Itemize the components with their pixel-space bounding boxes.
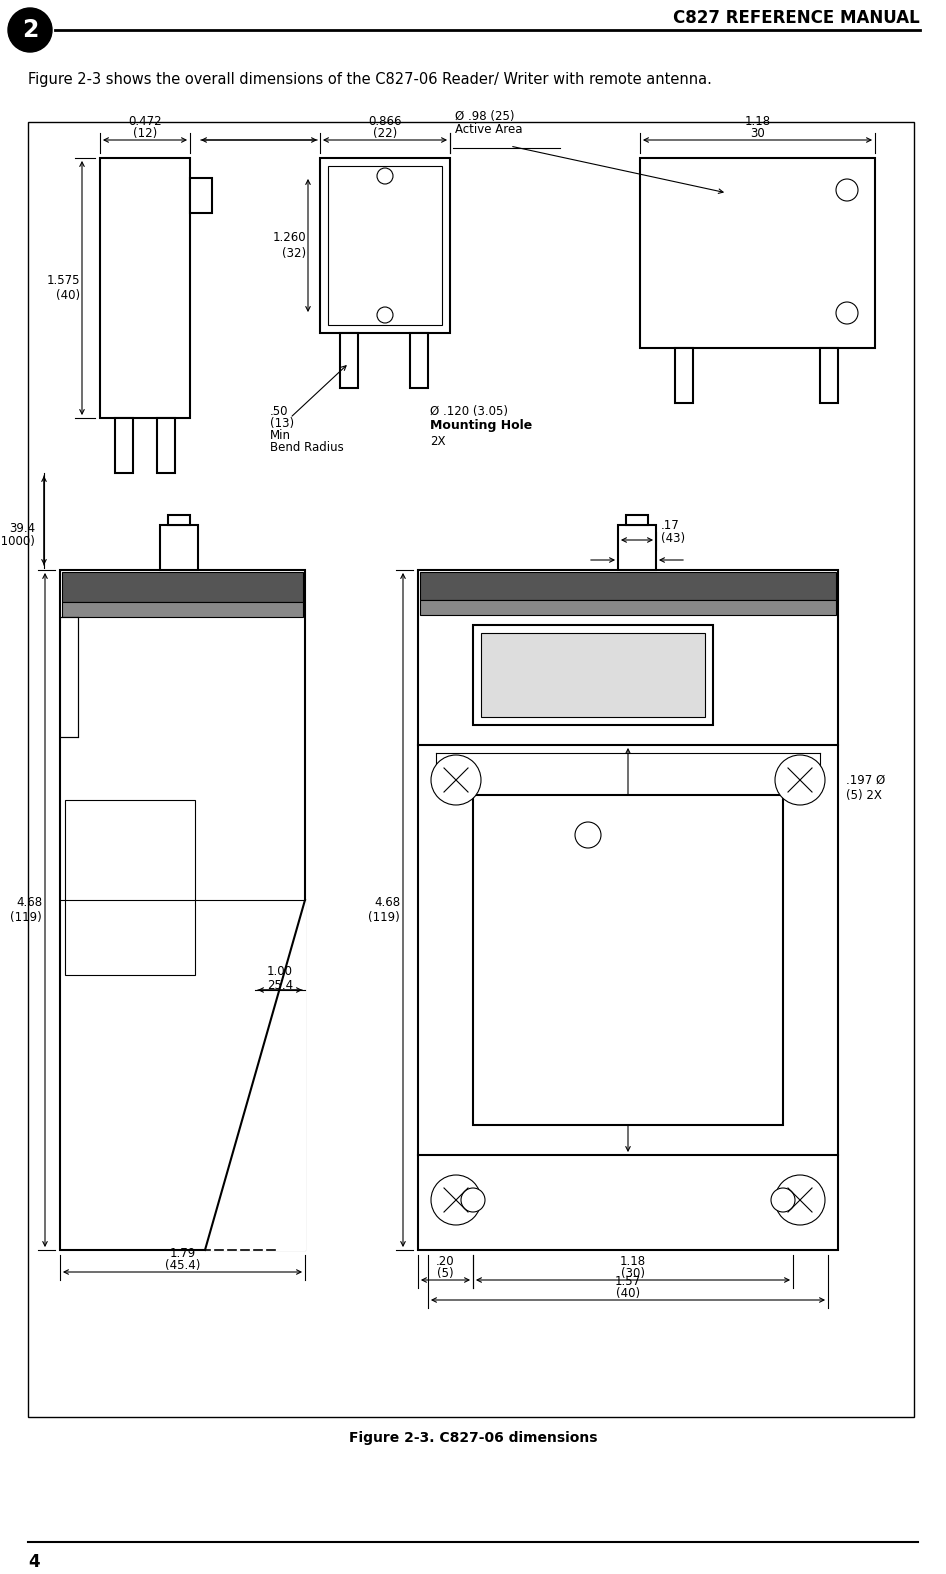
Circle shape (771, 1188, 795, 1212)
Text: (40): (40) (616, 1288, 640, 1300)
Text: 30: 30 (750, 127, 765, 140)
Text: Figure 2-3 shows the overall dimensions of the C827-06 Reader/ Writer with remot: Figure 2-3 shows the overall dimensions … (28, 72, 712, 87)
Bar (190, 178, 212, 212)
Text: 1.00: 1.00 (267, 965, 293, 977)
Text: 4.68: 4.68 (16, 896, 42, 908)
Bar (820, 348, 838, 403)
Text: .20: .20 (436, 1254, 454, 1269)
Text: (1000): (1000) (0, 535, 35, 548)
Text: (119): (119) (368, 911, 400, 924)
Bar (340, 334, 358, 389)
Text: .17: .17 (661, 519, 680, 532)
Bar (481, 633, 705, 718)
Bar (100, 157, 190, 419)
Bar (157, 419, 175, 474)
Text: 2: 2 (22, 17, 38, 42)
Circle shape (431, 1176, 481, 1225)
Bar (473, 625, 713, 726)
Circle shape (461, 1188, 485, 1212)
Bar (115, 419, 133, 474)
Text: C827 REFERENCE MANUAL: C827 REFERENCE MANUAL (674, 9, 920, 27)
Text: Active Area: Active Area (455, 123, 522, 135)
Bar (28, 123, 914, 1417)
Text: .197 Ø: .197 Ø (846, 773, 885, 787)
Text: (32): (32) (282, 247, 306, 260)
Text: 25.4: 25.4 (267, 979, 293, 992)
Text: Mounting Hole: Mounting Hole (430, 419, 533, 431)
Text: (45.4): (45.4) (165, 1259, 201, 1272)
Text: .50: .50 (270, 405, 289, 419)
Text: (13): (13) (270, 417, 294, 430)
Text: (22): (22) (373, 127, 397, 140)
Bar (65, 800, 195, 974)
Bar (60, 570, 305, 1250)
Circle shape (575, 822, 601, 848)
Circle shape (377, 168, 393, 184)
Bar (62, 571, 303, 601)
Text: Bend Radius: Bend Radius (270, 441, 343, 453)
Circle shape (836, 179, 858, 201)
Text: 1.79: 1.79 (169, 1247, 196, 1261)
Text: 1.57: 1.57 (615, 1275, 641, 1288)
Circle shape (775, 756, 825, 804)
Bar (168, 515, 190, 526)
Bar (420, 571, 836, 600)
Text: Ø .120 (3.05): Ø .120 (3.05) (430, 405, 508, 419)
Bar (160, 526, 198, 570)
Text: (12): (12) (132, 127, 157, 140)
Text: (5) 2X: (5) 2X (846, 789, 882, 801)
Text: Min: Min (270, 430, 291, 442)
Bar (640, 157, 875, 348)
Bar (62, 601, 303, 617)
Text: 4: 4 (28, 1554, 40, 1571)
Text: 1.260: 1.260 (272, 231, 306, 244)
Text: 1.575: 1.575 (46, 274, 80, 286)
Bar (418, 570, 838, 1250)
Text: 0.866: 0.866 (368, 115, 402, 127)
Text: (5): (5) (437, 1267, 453, 1280)
Text: Figure 2-3. C827-06 dimensions: Figure 2-3. C827-06 dimensions (349, 1431, 597, 1445)
Bar (626, 515, 648, 526)
Bar (618, 526, 656, 570)
Bar (410, 334, 428, 389)
Bar (320, 157, 450, 334)
Bar (60, 617, 78, 737)
Text: (30): (30) (621, 1267, 645, 1280)
Text: (119): (119) (10, 911, 42, 924)
Text: (60): (60) (616, 952, 640, 965)
Text: Ø .98 (25): Ø .98 (25) (455, 110, 515, 123)
Text: 2.36: 2.36 (615, 935, 641, 949)
Text: 2X: 2X (430, 434, 446, 449)
Circle shape (836, 302, 858, 324)
Polygon shape (205, 900, 305, 1250)
Text: 0.472: 0.472 (129, 115, 162, 127)
Bar (473, 795, 783, 1125)
Circle shape (431, 756, 481, 804)
Circle shape (775, 1176, 825, 1225)
Text: 39.4: 39.4 (9, 521, 35, 535)
Bar (420, 600, 836, 615)
Bar (328, 165, 442, 324)
Circle shape (8, 8, 52, 52)
Text: 1.18: 1.18 (745, 115, 771, 127)
Text: 4.68: 4.68 (374, 896, 400, 908)
Text: (40): (40) (56, 290, 80, 302)
Bar (675, 348, 693, 403)
Text: 1.18: 1.18 (620, 1254, 646, 1269)
Circle shape (377, 307, 393, 323)
Text: (43): (43) (661, 532, 685, 545)
